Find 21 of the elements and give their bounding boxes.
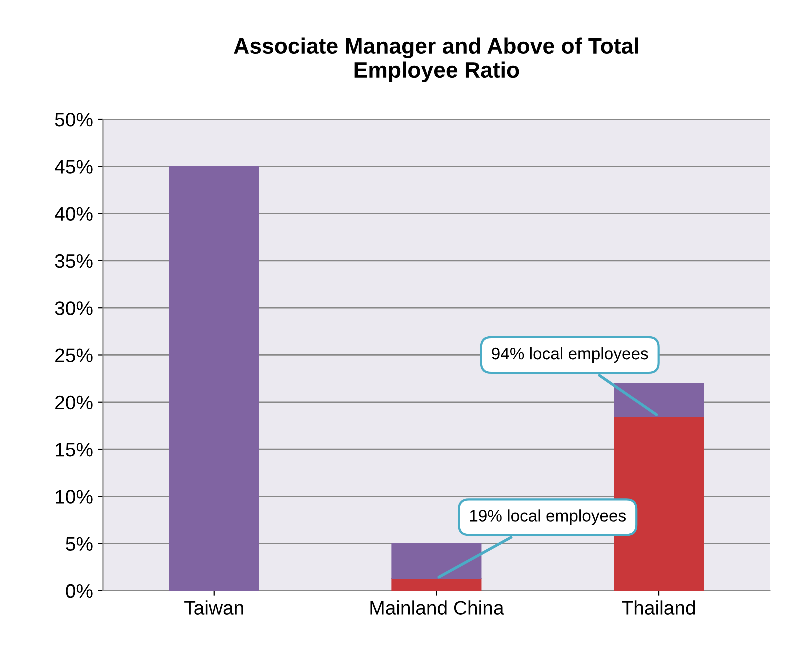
annotation: 19% local employees [470, 510, 626, 526]
x-tick-label: Mainland China [370, 600, 504, 615]
y-tick-label: 35% [55, 254, 93, 268]
bar [169, 166, 260, 591]
y-tick-label: 5% [66, 537, 93, 552]
y-tick-label: 0% [66, 584, 93, 598]
y-tick-label: 20% [56, 396, 93, 410]
x-tick-label: Taiwan [184, 600, 244, 615]
bar [392, 578, 482, 591]
annotation: 94% local employees [492, 347, 648, 364]
chart-title: Associate Manager and Above of Total Employee Ratio [234, 38, 638, 82]
y-tick-label: 50% [55, 112, 93, 127]
y-tick-label: 25% [56, 348, 93, 362]
y-tick-label: 30% [55, 302, 93, 316]
y-tick-label: 45% [55, 160, 93, 174]
y-tick-label: 40% [55, 207, 93, 222]
y-tick-label: 10% [56, 490, 93, 504]
x-tick-label: Thailand [622, 600, 696, 615]
bar [614, 382, 704, 418]
bar [392, 543, 482, 580]
y-tick-label: 15% [56, 443, 93, 457]
